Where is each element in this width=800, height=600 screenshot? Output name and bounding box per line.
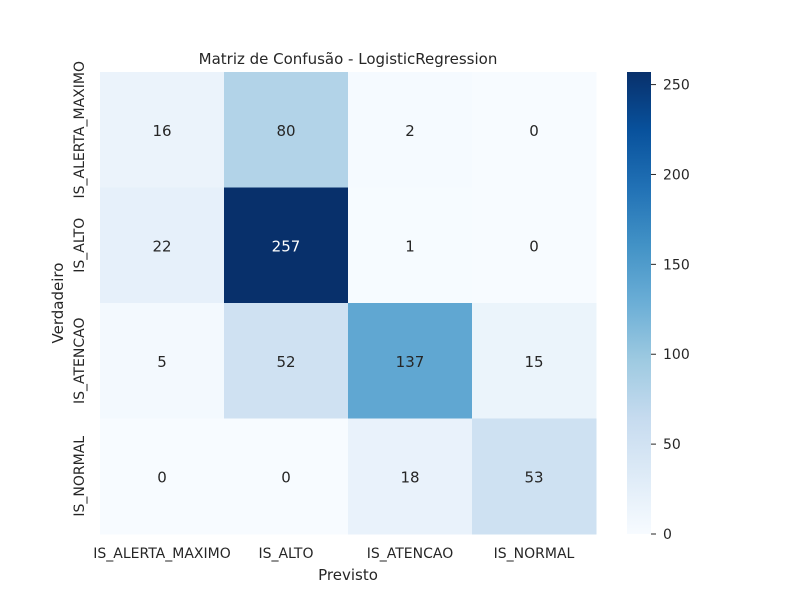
heatmap-cell (472, 418, 597, 535)
cell-value-label: 15 (524, 353, 543, 371)
x-axis-label: Previsto (318, 566, 378, 584)
x-tick-label: IS_ALERTA_MAXIMO (93, 546, 230, 562)
heatmap-cell (100, 418, 225, 535)
y-tick-label: IS_ATENCAO (72, 317, 88, 404)
heatmap-cell (100, 72, 225, 188)
cell-value-label: 0 (529, 237, 539, 255)
cell-value-label: 257 (272, 237, 301, 255)
cell-value-label: 52 (276, 353, 295, 371)
colorbar-tick-label: 200 (663, 167, 690, 183)
cell-value-label: 53 (524, 468, 543, 486)
chart-title: Matriz de Confusão - LogisticRegression (199, 50, 498, 68)
y-tick-label: IS_ALERTA_MAXIMO (72, 61, 88, 198)
cell-annotations: 16 80 2 0 22 257 1 0 5 52 137 15 0 0 18 53 (152, 122, 543, 487)
cell-value-label: 137 (396, 353, 425, 371)
x-tick-label: IS_ALTO (258, 546, 313, 562)
colorbar-tick-label: 100 (663, 347, 690, 363)
y-tick-labels: IS_ALERTA_MAXIMO IS_ALTO IS_ATENCAO IS_NORM… (72, 61, 88, 517)
colorbar-ticks: 0 50 100 150 200 250 (651, 78, 690, 543)
cell-value-label: 16 (152, 122, 171, 140)
cell-value-label: 5 (157, 353, 167, 371)
colorbar-tick-label: 50 (663, 437, 681, 453)
heatmap-cell (100, 187, 225, 304)
x-tick-label: IS_NORMAL (494, 546, 575, 562)
x-tick-labels: IS_ALERTA_MAXIMO IS_ALTO IS_ATENCAO IS_NORM… (93, 546, 574, 562)
heatmap-cell (100, 303, 225, 419)
heatmap-cell (472, 303, 597, 419)
cell-value-label: 22 (152, 237, 171, 255)
y-axis-label: Verdadeiro (49, 263, 67, 344)
colorbar-tick-label: 0 (663, 527, 672, 543)
heatmap-cell (472, 72, 597, 188)
cell-value-label: 0 (281, 468, 291, 486)
colorbar-tick-label: 150 (663, 257, 690, 273)
cell-value-label: 1 (405, 237, 415, 255)
cell-value-label: 2 (405, 122, 415, 140)
cell-value-label: 0 (157, 468, 167, 486)
heatmap-cell (224, 303, 349, 419)
heatmap-cells (100, 72, 597, 535)
heatmap-cell (348, 187, 473, 304)
heatmap-cell (224, 187, 349, 304)
heatmap-cell (348, 418, 473, 535)
heatmap-cell (348, 72, 473, 188)
cell-value-label: 80 (276, 122, 295, 140)
heatmap-cell (348, 303, 473, 419)
cell-value-label: 18 (400, 468, 419, 486)
colorbar-tick-label: 250 (663, 78, 690, 94)
heatmap-cell (224, 72, 349, 188)
y-tick-label: IS_ALTO (72, 218, 88, 273)
heatmap-cell (224, 418, 349, 535)
x-tick-label: IS_ATENCAO (367, 546, 454, 562)
heatmap-cell (472, 187, 597, 304)
cell-value-label: 0 (529, 122, 539, 140)
colorbar (627, 72, 651, 534)
y-tick-label: IS_NORMAL (72, 436, 88, 517)
